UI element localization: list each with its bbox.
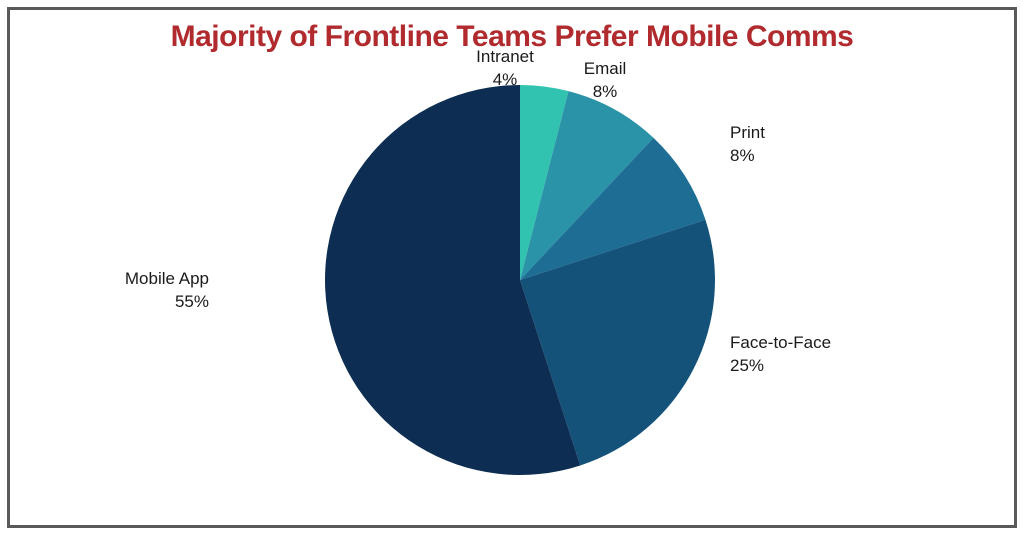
slice-label: Print8% bbox=[730, 122, 765, 168]
slice-label: Intranet4% bbox=[476, 46, 534, 92]
slice-name: Mobile App bbox=[125, 268, 209, 291]
slice-percent: 4% bbox=[476, 69, 534, 92]
slice-percent: 25% bbox=[730, 355, 831, 378]
slice-name: Face-to-Face bbox=[730, 332, 831, 355]
slice-name: Email bbox=[584, 58, 627, 81]
slice-name: Print bbox=[730, 122, 765, 145]
slice-label: Mobile App55% bbox=[125, 268, 209, 314]
slice-name: Intranet bbox=[476, 46, 534, 69]
slice-percent: 55% bbox=[125, 291, 209, 314]
slice-label: Email8% bbox=[584, 58, 627, 104]
chart-frame: Majority of Frontline Teams Prefer Mobil… bbox=[7, 7, 1017, 528]
slice-percent: 8% bbox=[584, 81, 627, 104]
slice-label: Face-to-Face25% bbox=[730, 332, 831, 378]
pie-chart bbox=[325, 85, 715, 475]
slice-percent: 8% bbox=[730, 145, 765, 168]
